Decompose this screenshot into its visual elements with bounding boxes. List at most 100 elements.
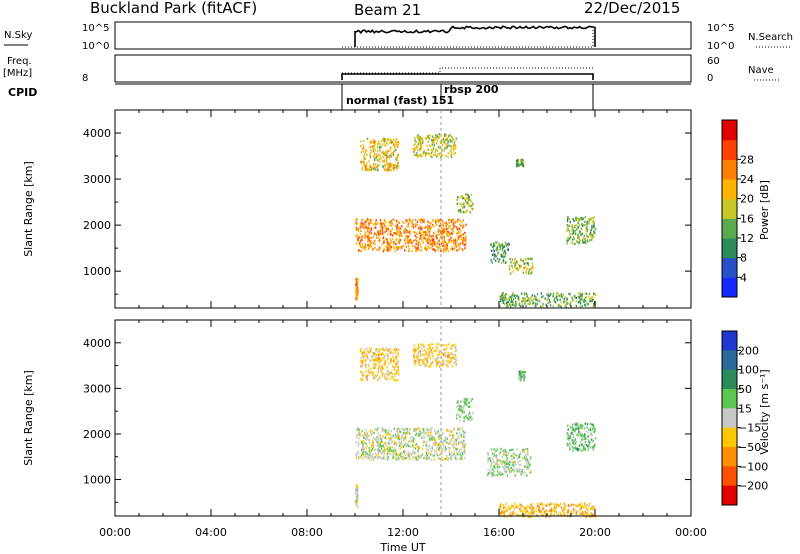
velocity-echo-cell [450,347,453,350]
power-echo-cell [451,219,453,222]
velocity-echo-cell [417,450,419,453]
velocity-echo-cell [430,436,433,439]
power-echo-cell [507,248,509,251]
power-echo-cell [456,226,458,229]
velocity-echo-cell [386,447,388,450]
velocity-echo-cell [578,431,580,434]
velocity-echo-cell [371,447,374,451]
velocity-echo-cell [559,511,561,514]
velocity-echo-cell [378,445,380,448]
velocity-echo-cell [387,355,390,358]
power-echo-cell [586,238,589,241]
power-echo-cell [355,287,357,290]
velocity-echo-cell [394,457,396,460]
velocity-echo-cell [571,428,573,432]
power-echo-cell [464,238,467,241]
power-echo-cell [363,157,366,160]
velocity-echo-cell [375,363,377,366]
power-echo-cell [441,229,444,232]
velocity-echo-cell [514,460,516,463]
velocity-echo-cell [441,344,443,347]
velocity-echo-cell [518,376,521,379]
velocity-echo-cell [376,429,378,432]
power-echo-cell [465,202,468,205]
power-echo-cell [369,165,371,169]
power-echo-cell [407,225,409,228]
velocity-echo-cell [470,398,472,401]
power-echo-cell [370,168,373,172]
velocity-echo-cell [357,506,359,509]
velocity-echo-cell [391,446,393,449]
power-echo-cell [434,249,436,252]
velocity-echo-cell [367,454,370,457]
velocity-echo-cell [389,448,391,451]
velocity-echo-cell [387,456,389,459]
velocity-echo-cell [395,451,397,454]
power-echo-cell [389,139,392,142]
velocity-echo-cell [395,453,398,456]
velocity-echo-cell [415,362,417,365]
velocity-echo-cell [461,451,464,454]
velocity-echo-cell [429,447,431,450]
velocity-echo-cell [452,446,454,449]
power-echo-cell [430,148,432,152]
velocity-echo-cell [448,434,451,437]
velocity-echo-cell [589,429,592,432]
power-echo-cell [508,296,511,299]
velocity-echo-cell [386,458,389,461]
power-echo-cell [514,296,517,299]
velocity-echo-cell [574,430,576,433]
velocity-echo-cell [445,429,448,432]
velocity-echo-cell [591,423,594,426]
velocity-echo-cell [523,448,525,451]
power-echo-cell [368,218,370,221]
power-echo-cell [581,224,584,227]
velocity-echo-cell [462,442,464,445]
power-echo-cell [444,246,446,249]
velocity-echo-cell [392,452,394,455]
velocity-echo-cell [451,436,453,439]
power-echo-cell [390,221,393,224]
velocity-echo-cell [397,370,400,373]
power-echo-cell [357,249,360,252]
velocity-echo-cell [364,436,366,440]
velocity-echo-cell [425,457,427,460]
velocity-echo-cell [393,366,396,369]
power-echo-cell [424,154,427,158]
power-echo-cell [566,239,568,242]
power-echo-cell [397,247,400,250]
velocity-echo-cell [560,506,563,509]
velocity-echo-cell [592,514,594,517]
power-echo-cell [548,292,550,295]
velocity-echo-cell [355,457,358,460]
velocity-echo-cell [417,351,419,354]
velocity-echo-cell [375,349,377,352]
velocity-echo-cell [441,455,443,459]
velocity-echo-cell [530,507,532,510]
power-echo-cell [426,234,428,237]
power-echo-cell [521,162,523,165]
power-echo-cell [593,292,595,295]
power-echo-cell [502,253,504,256]
velocity-echo-cell [586,423,589,426]
power-echo-cell [462,249,464,252]
power-echo-cell [383,240,385,243]
velocity-echo-cell [522,505,524,509]
power-echo-cell [370,228,373,231]
velocity-echo-cell [455,455,457,458]
power-echo-cell [357,280,359,283]
velocity-echo-cell [447,362,449,365]
velocity-echo-cell [366,437,368,440]
power-echo-cell [361,168,363,171]
velocity-echo-cell [464,443,467,446]
power-echo-cell [417,244,419,247]
velocity-echo-cell [456,413,458,416]
velocity-echo-cell [554,503,556,506]
power-echo-cell [419,148,421,151]
power-echo-cell [389,246,391,249]
power-echo-cell [443,149,445,152]
velocity-echo-cell [393,358,395,361]
velocity-echo-cell [487,457,489,460]
power-echo-cell [395,225,397,228]
